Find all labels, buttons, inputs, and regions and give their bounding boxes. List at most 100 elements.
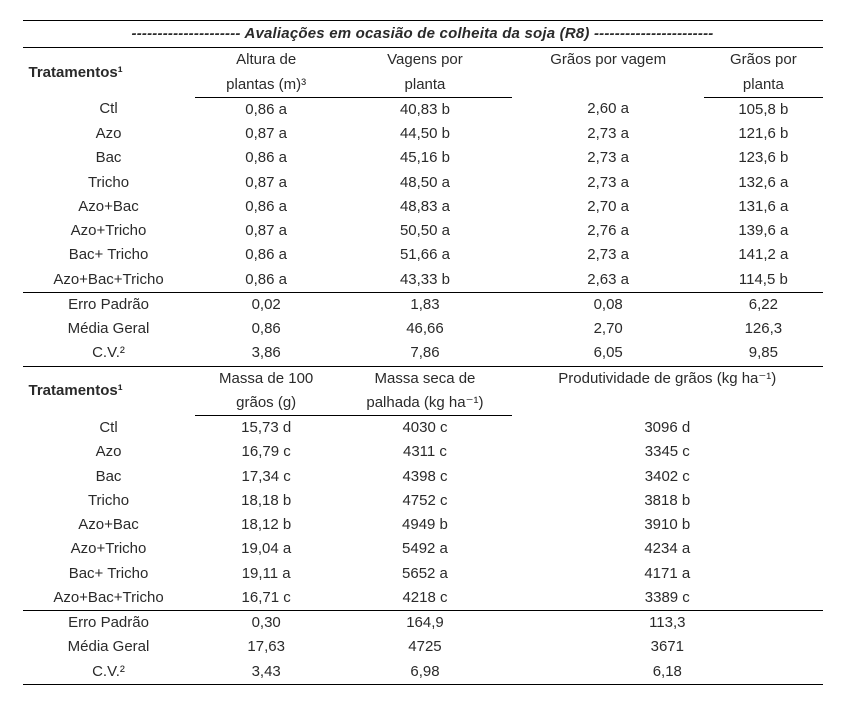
- cell-value: 6,22: [704, 292, 822, 317]
- cell-value: 6,98: [338, 660, 512, 685]
- cell-value: 18,12 b: [195, 513, 338, 537]
- cell-value: 0,02: [195, 292, 338, 317]
- stat-label: Erro Padrão: [23, 292, 195, 317]
- cell-value: 5492 a: [338, 537, 512, 561]
- cell-value: 123,6 b: [704, 146, 822, 170]
- table-row: Azo+Tricho0,87 a50,50 a2,76 a139,6 a: [23, 219, 823, 243]
- cell-value: 3389 c: [512, 586, 822, 611]
- cell-value: 105,8 b: [704, 97, 822, 122]
- cell-value: 121,6 b: [704, 122, 822, 146]
- cell-value: 0,87 a: [195, 122, 338, 146]
- cell-value: 16,79 c: [195, 440, 338, 464]
- table-row: Bac+ Tricho19,11 a5652 a4171 a: [23, 562, 823, 586]
- col-header-produtividade: Produtividade de grãos (kg ha⁻¹): [512, 366, 822, 416]
- col-header-palhada-a: Massa seca de: [338, 366, 512, 391]
- table-row: Azo+Bac+Tricho0,86 a43,33 b2,63 a114,5 b: [23, 268, 823, 293]
- col-header-tratamentos: Tratamentos¹: [23, 366, 195, 416]
- cell-value: 9,85: [704, 341, 822, 366]
- table-row: Ctl15,73 d4030 c3096 d: [23, 416, 823, 441]
- stat-label: C.V.²: [23, 341, 195, 366]
- table-row: Bac0,86 a45,16 b2,73 a123,6 b: [23, 146, 823, 170]
- cell-value: 15,73 d: [195, 416, 338, 441]
- table-row: Azo+Bac+Tricho16,71 c4218 c3389 c: [23, 586, 823, 611]
- cell-value: 2,70: [512, 317, 704, 341]
- cell-value: 50,50 a: [338, 219, 512, 243]
- cell-value: 4311 c: [338, 440, 512, 464]
- cell-value: 2,73 a: [512, 146, 704, 170]
- cell-value: 132,6 a: [704, 171, 822, 195]
- cell-value: 113,3: [512, 611, 822, 636]
- cell-value: 2,63 a: [512, 268, 704, 293]
- cell-value: 4398 c: [338, 465, 512, 489]
- cell-value: 6,18: [512, 660, 822, 685]
- table-title-row: --------------------- Avaliações em ocas…: [23, 21, 823, 48]
- cell-treatment: Ctl: [23, 97, 195, 122]
- harvest-eval-table: --------------------- Avaliações em ocas…: [23, 20, 823, 685]
- cell-value: 5652 a: [338, 562, 512, 586]
- cell-value: 7,86: [338, 341, 512, 366]
- cell-value: 2,70 a: [512, 195, 704, 219]
- cell-value: 19,04 a: [195, 537, 338, 561]
- stat-row-media: Média Geral0,8646,662,70126,3: [23, 317, 823, 341]
- cell-value: 51,66 a: [338, 243, 512, 267]
- cell-treatment: Azo: [23, 122, 195, 146]
- cell-treatment: Tricho: [23, 171, 195, 195]
- cell-value: 19,11 a: [195, 562, 338, 586]
- stat-label: Média Geral: [23, 317, 195, 341]
- cell-value: 1,83: [338, 292, 512, 317]
- cell-treatment: Tricho: [23, 489, 195, 513]
- cell-value: 4030 c: [338, 416, 512, 441]
- col-header-vagens-b: planta: [338, 73, 512, 98]
- cell-value: 3818 b: [512, 489, 822, 513]
- bottom-header-row-1: Tratamentos¹ Massa de 100 Massa seca de …: [23, 366, 823, 391]
- cell-value: 48,83 a: [338, 195, 512, 219]
- cell-value: 4725: [338, 635, 512, 659]
- cell-value: 114,5 b: [704, 268, 822, 293]
- cell-value: 4171 a: [512, 562, 822, 586]
- cell-value: 0,86: [195, 317, 338, 341]
- top-header-row-1: Tratamentos¹ Altura de Vagens por Grãos …: [23, 48, 823, 73]
- cell-treatment: Azo+Tricho: [23, 537, 195, 561]
- cell-value: 126,3: [704, 317, 822, 341]
- cell-treatment: Azo+Bac+Tricho: [23, 586, 195, 611]
- cell-value: 3910 b: [512, 513, 822, 537]
- cell-treatment: Bac: [23, 465, 195, 489]
- stat-label: Média Geral: [23, 635, 195, 659]
- cell-value: 139,6 a: [704, 219, 822, 243]
- table-title: --------------------- Avaliações em ocas…: [23, 21, 823, 48]
- cell-treatment: Bac+ Tricho: [23, 562, 195, 586]
- cell-value: 44,50 b: [338, 122, 512, 146]
- cell-value: 131,6 a: [704, 195, 822, 219]
- table-row: Azo+Tricho19,04 a5492 a4234 a: [23, 537, 823, 561]
- cell-value: 2,73 a: [512, 122, 704, 146]
- cell-value: 48,50 a: [338, 171, 512, 195]
- cell-value: 3402 c: [512, 465, 822, 489]
- cell-treatment: Azo+Bac+Tricho: [23, 268, 195, 293]
- cell-value: 3096 d: [512, 416, 822, 441]
- table-row: Tricho18,18 b4752 c3818 b: [23, 489, 823, 513]
- cell-value: 2,73 a: [512, 171, 704, 195]
- cell-value: 18,18 b: [195, 489, 338, 513]
- table-row: Azo+Bac0,86 a48,83 a2,70 a131,6 a: [23, 195, 823, 219]
- table-row: Tricho0,87 a48,50 a2,73 a132,6 a: [23, 171, 823, 195]
- col-header-massa100-a: Massa de 100: [195, 366, 338, 391]
- cell-value: 2,73 a: [512, 243, 704, 267]
- cell-value: 4949 b: [338, 513, 512, 537]
- cell-value: 17,34 c: [195, 465, 338, 489]
- col-header-altura-b: plantas (m)³: [195, 73, 338, 98]
- cell-value: 0,87 a: [195, 219, 338, 243]
- cell-value: 3,43: [195, 660, 338, 685]
- table-row: Azo16,79 c4311 c3345 c: [23, 440, 823, 464]
- cell-value: 141,2 a: [704, 243, 822, 267]
- cell-value: 2,60 a: [512, 97, 704, 122]
- cell-value: 2,76 a: [512, 219, 704, 243]
- cell-value: 6,05: [512, 341, 704, 366]
- cell-value: 0,08: [512, 292, 704, 317]
- cell-value: 4234 a: [512, 537, 822, 561]
- cell-value: 45,16 b: [338, 146, 512, 170]
- cell-value: 40,83 b: [338, 97, 512, 122]
- table-row: Azo0,87 a44,50 b2,73 a121,6 b: [23, 122, 823, 146]
- stat-row-erro: Erro Padrão0,30164,9113,3: [23, 611, 823, 636]
- cell-value: 16,71 c: [195, 586, 338, 611]
- cell-value: 43,33 b: [338, 268, 512, 293]
